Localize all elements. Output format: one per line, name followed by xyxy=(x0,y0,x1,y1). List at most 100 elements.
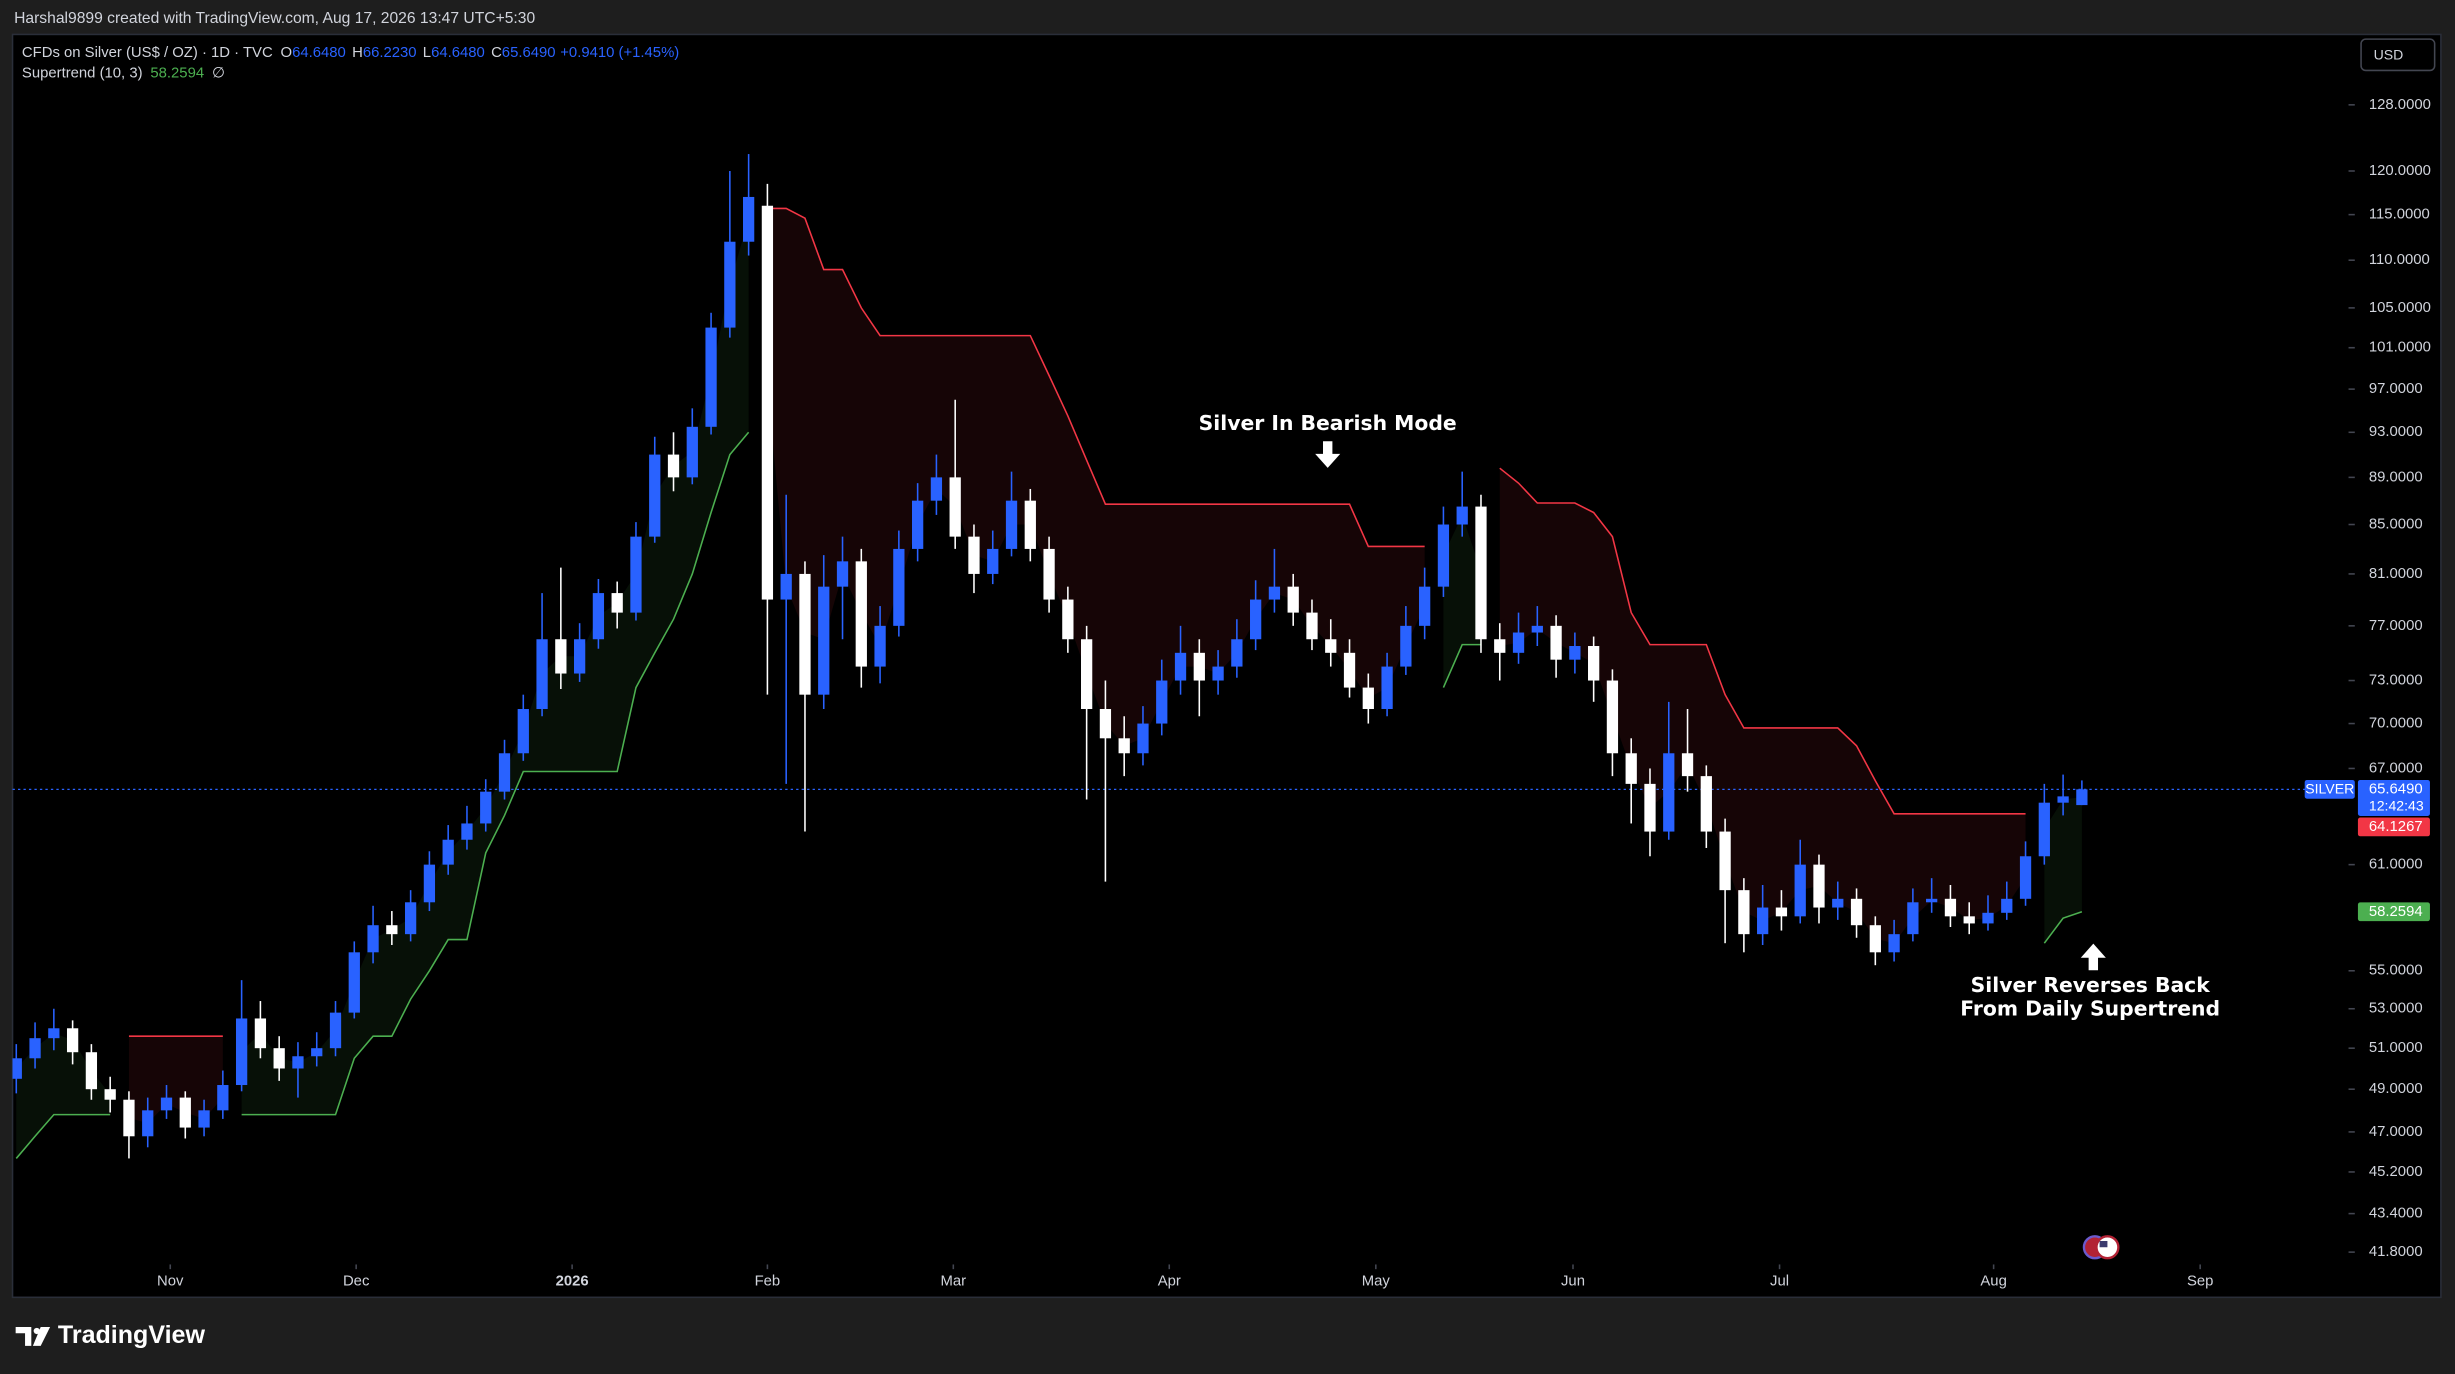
candle-body xyxy=(1212,666,1224,681)
candle-body xyxy=(386,925,398,935)
candle-body xyxy=(1794,864,1806,917)
candle-body xyxy=(1400,625,1412,667)
y-tick-label: 67.0000 xyxy=(2369,760,2423,776)
candle-body xyxy=(536,639,548,710)
x-tick-label: Jul xyxy=(1770,1274,1789,1290)
candle-body xyxy=(818,586,830,695)
candle-body xyxy=(235,1018,248,1086)
candle-body xyxy=(311,1048,323,1057)
y-tick-label: 105.0000 xyxy=(2369,300,2431,316)
symbol-tag xyxy=(2304,779,2355,799)
price-tag xyxy=(2357,779,2430,816)
candle-body xyxy=(649,454,661,537)
candle-body xyxy=(1531,625,1543,633)
candle-body xyxy=(1156,680,1168,724)
candle-body xyxy=(1118,738,1130,754)
candle-body xyxy=(1250,599,1262,640)
candle-body xyxy=(217,1085,229,1111)
indicator-extra: ∅ xyxy=(212,65,225,81)
x-tick-label: Apr xyxy=(1158,1274,1181,1290)
candle-body xyxy=(1099,709,1112,739)
candle-body xyxy=(780,573,792,600)
candle-body xyxy=(29,1038,41,1059)
y-tick-label: 85.0000 xyxy=(2369,516,2423,532)
price-tag-label: 65.6490 xyxy=(2369,782,2423,798)
candle-body xyxy=(1963,916,1975,924)
candle-body xyxy=(1644,783,1656,832)
y-tick-label: 73.0000 xyxy=(2369,672,2423,688)
y-tick-label: 70.0000 xyxy=(2369,715,2423,731)
candle-body xyxy=(517,709,529,754)
candle-body xyxy=(1738,890,1750,935)
countdown: 12:42:43 xyxy=(2369,797,2424,813)
y-tick-label: 128.0000 xyxy=(2369,97,2431,113)
annotation-arrow xyxy=(2080,943,2106,971)
candle-body xyxy=(1381,666,1393,710)
candle-body xyxy=(1174,652,1187,681)
candle-body xyxy=(1475,506,1487,640)
candle-body xyxy=(1907,902,1919,935)
candle-body xyxy=(1926,898,1938,903)
candle-body xyxy=(1606,680,1619,754)
x-tick-label: Jun xyxy=(1561,1274,1585,1290)
candle-body xyxy=(2076,789,2088,806)
legend-key: O xyxy=(281,45,293,61)
plot-area xyxy=(12,154,2349,1159)
candle-body xyxy=(1306,612,1318,640)
legend-value: 65.6490 xyxy=(502,45,556,61)
candle-body xyxy=(1625,753,1637,784)
legend-symbol: CFDs on Silver (US$ / OZ) · 1D · TVC xyxy=(22,45,273,61)
candle-body xyxy=(1081,639,1093,710)
candle-body xyxy=(949,477,961,537)
candle-body xyxy=(292,1056,304,1069)
chart-pane xyxy=(11,33,2442,1299)
y-tick-label: 93.0000 xyxy=(2369,424,2423,440)
candle-body xyxy=(1569,646,1581,660)
footer-brand: TradingView xyxy=(58,1321,206,1349)
candle-body xyxy=(912,500,924,549)
candle-body xyxy=(104,1089,116,1100)
legend-symbol-line: CFDs on Silver (US$ / OZ) · 1D · TVC O64.… xyxy=(22,45,679,61)
legend-key: L xyxy=(423,45,431,61)
candle-body xyxy=(1456,506,1468,525)
legend-value: 64.6480 xyxy=(292,45,346,61)
indicator-value: 58.2594 xyxy=(150,65,204,81)
x-tick-label: Mar xyxy=(941,1274,967,1290)
candle-body xyxy=(555,639,567,674)
price-tag xyxy=(2357,817,2430,837)
x-tick-label: Aug xyxy=(1980,1274,2006,1290)
y-tick-label: 41.8000 xyxy=(2369,1244,2423,1260)
currency-label[interactable]: USD xyxy=(2374,46,2404,62)
candle-body xyxy=(855,561,867,667)
legend-key: C xyxy=(491,45,502,61)
x-tick-label: Dec xyxy=(343,1274,370,1290)
candle-body xyxy=(1588,646,1600,681)
candle-body xyxy=(329,1012,342,1049)
y-tick-label: 89.0000 xyxy=(2369,469,2423,485)
legend-indicator-line: Supertrend (10, 3) 58.2594 ∅ xyxy=(22,65,225,81)
currency-button[interactable] xyxy=(2360,38,2436,72)
candle-body xyxy=(968,536,980,574)
candle-body xyxy=(254,1018,267,1049)
price-tag-label: 64.1267 xyxy=(2369,819,2423,835)
candle-body xyxy=(1343,652,1356,688)
y-tick-label: 47.0000 xyxy=(2369,1124,2423,1140)
candle-body xyxy=(480,791,492,824)
candle-body xyxy=(761,205,774,600)
x-tick-label: Nov xyxy=(157,1274,184,1290)
price-tag xyxy=(2357,902,2430,922)
candle-body xyxy=(1362,687,1374,710)
price-tag-label: 58.2594 xyxy=(2369,904,2423,920)
flag-icon xyxy=(2082,1235,2120,1260)
candle-body xyxy=(893,548,905,626)
candle-body xyxy=(1231,639,1243,667)
candle-body xyxy=(1437,524,1450,587)
candle-body xyxy=(85,1052,98,1090)
y-tick-label: 45.2000 xyxy=(2369,1164,2423,1180)
candle-body xyxy=(930,477,943,501)
candle-body xyxy=(2038,802,2050,857)
candle-body xyxy=(1494,639,1506,653)
candle-body xyxy=(1512,632,1525,653)
